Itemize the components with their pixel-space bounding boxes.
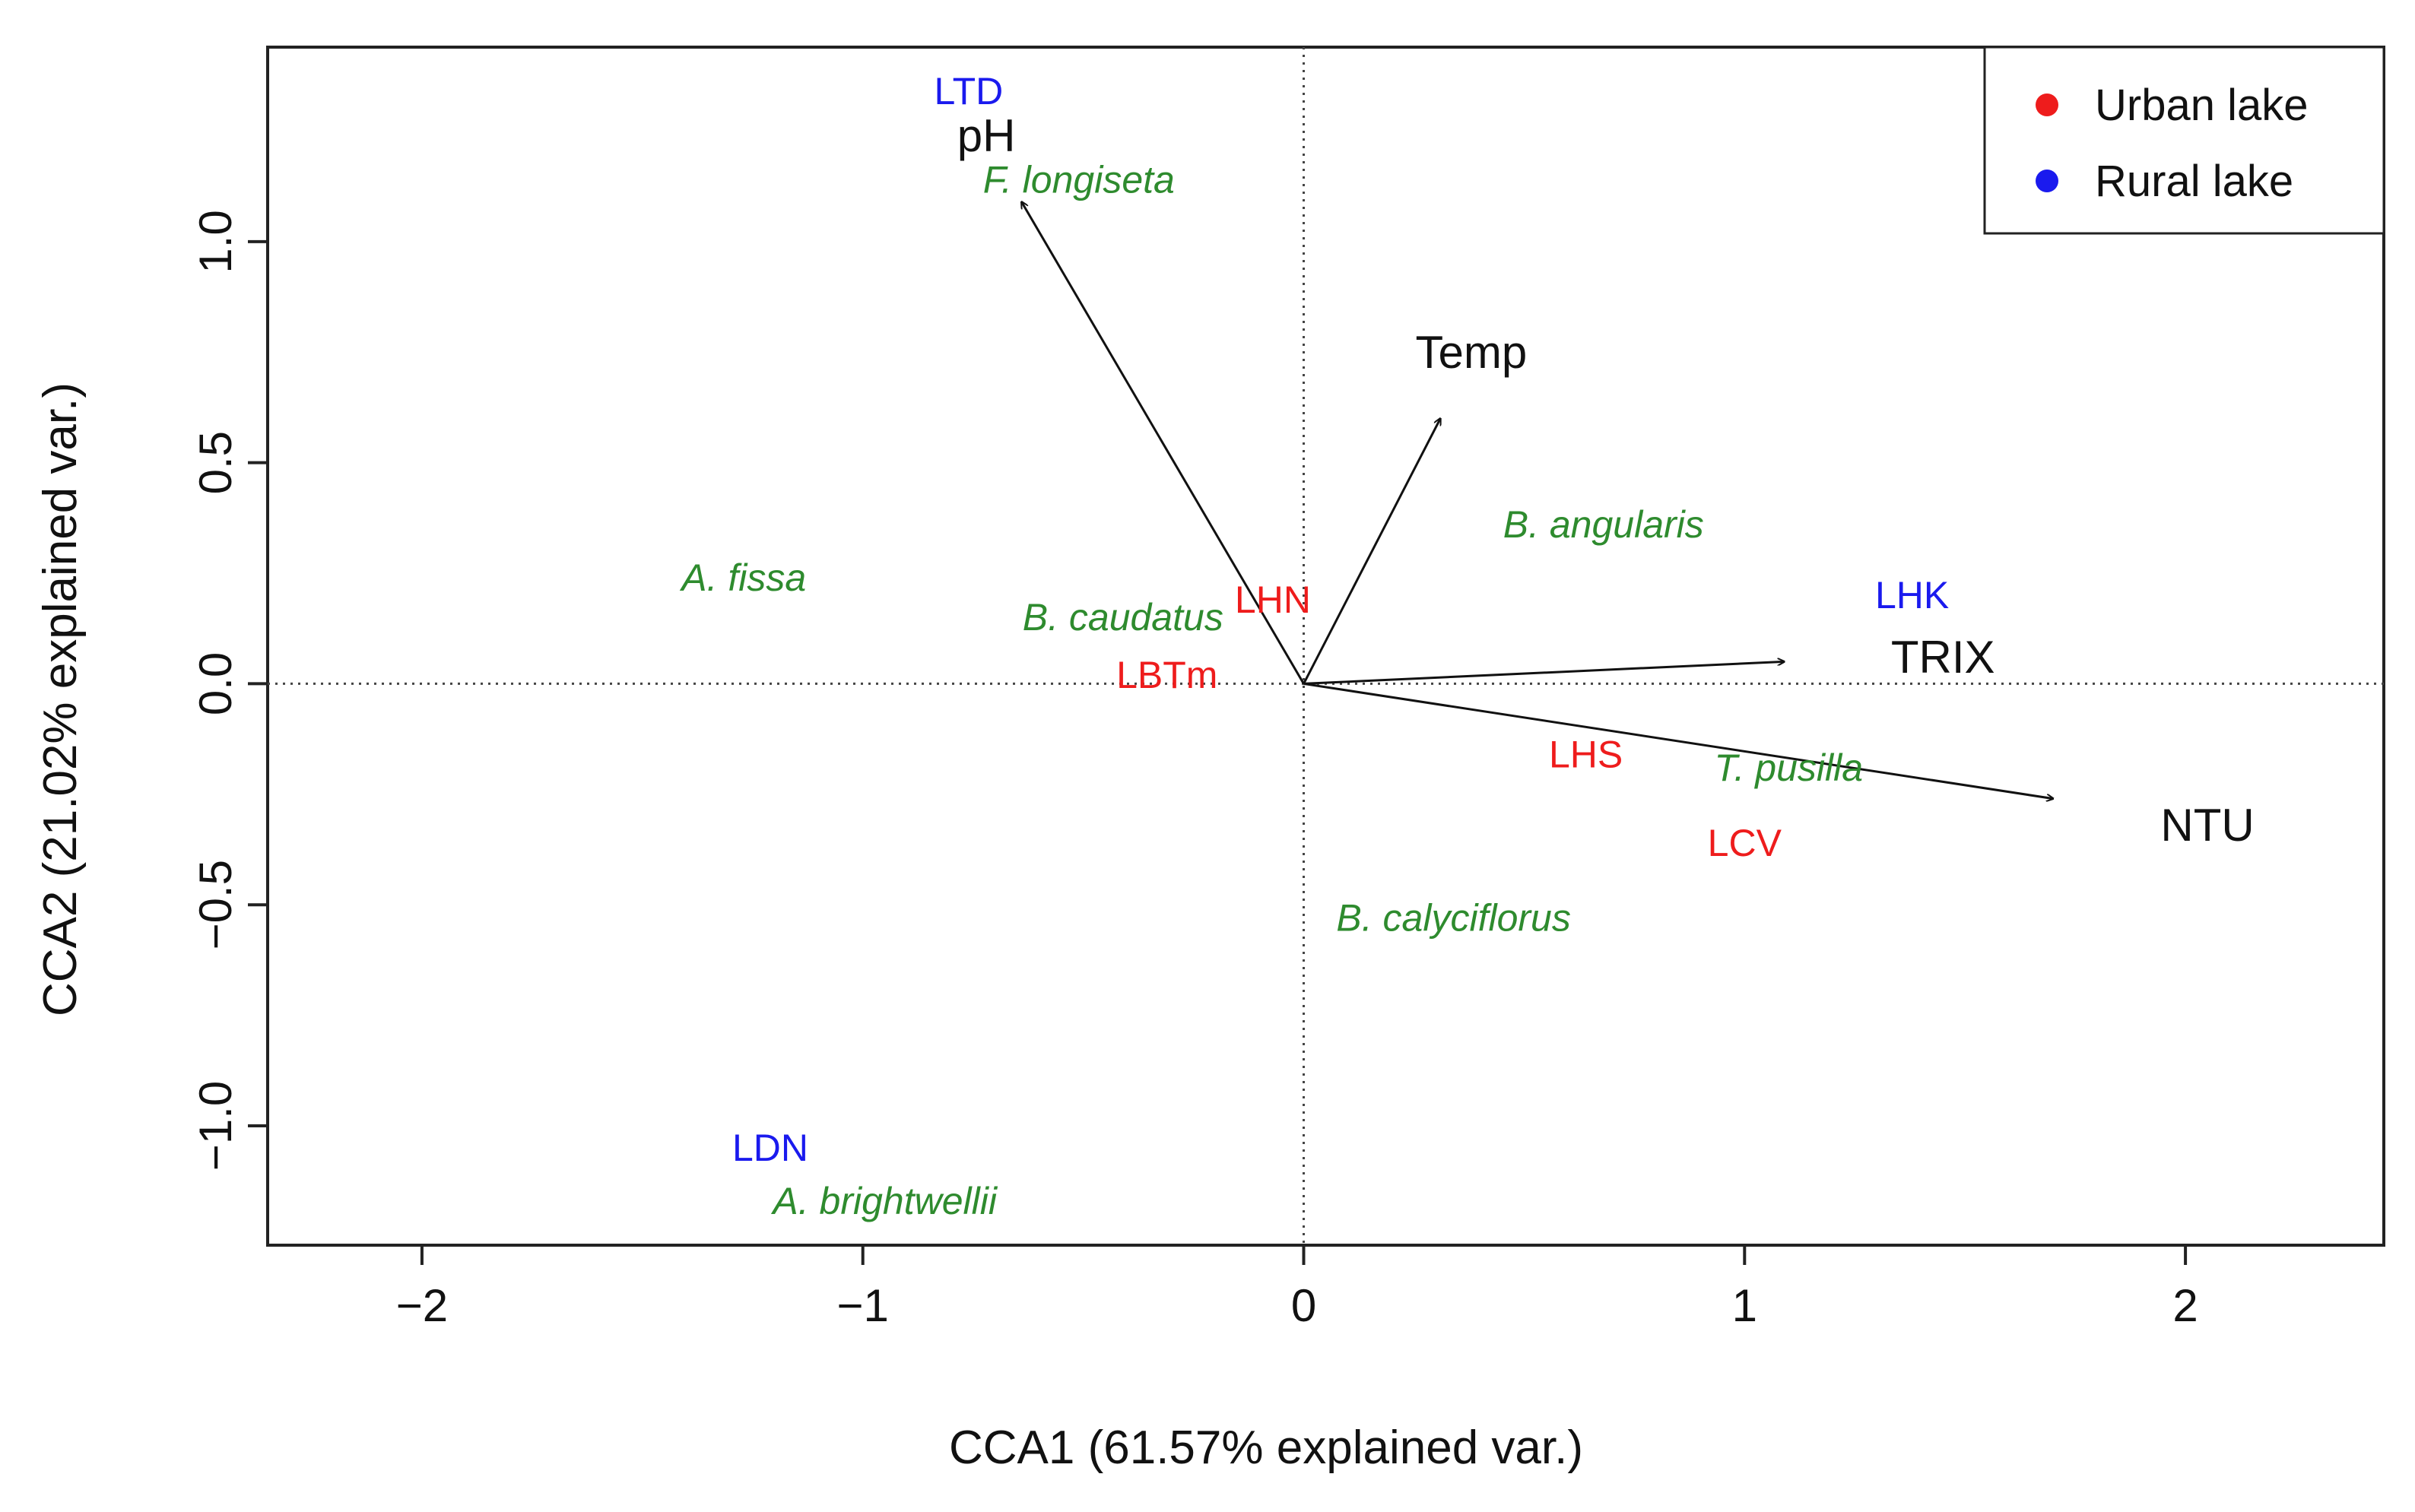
species-label: B. caudatus bbox=[1023, 596, 1223, 639]
site-label-ltd: LTD bbox=[934, 70, 1003, 113]
legend: Urban lake Rural lake bbox=[1983, 46, 2385, 235]
species-label: F. longiseta bbox=[983, 158, 1175, 201]
x-tick-label: 0 bbox=[1291, 1280, 1316, 1331]
vector-arrow-ntu bbox=[1303, 682, 2054, 798]
site-label-lhn: LHN bbox=[1235, 578, 1311, 621]
y-tick-label: −1.0 bbox=[190, 1081, 241, 1171]
legend-marker-urban bbox=[2036, 94, 2058, 116]
vector-label-temp: Temp bbox=[1415, 327, 1527, 378]
species-label: B. angularis bbox=[1503, 503, 1704, 546]
x-tick-label: −1 bbox=[837, 1280, 889, 1331]
species-label: A. fissa bbox=[679, 556, 806, 599]
vector-arrow-ph bbox=[1021, 202, 1305, 685]
site-label-ldn: LDN bbox=[732, 1127, 808, 1169]
y-axis-title: CCA2 (21.02% explained var.) bbox=[34, 382, 87, 1016]
y-tick-label: 0.0 bbox=[190, 652, 241, 715]
site-label-lhk: LHK bbox=[1875, 574, 1949, 617]
x-tick-label: 2 bbox=[2172, 1280, 2198, 1331]
y-tick-label: −0.5 bbox=[190, 860, 241, 949]
vector-label-ph: pH bbox=[957, 110, 1016, 161]
vector-arrow-temp bbox=[1303, 419, 1441, 685]
plot-frame bbox=[266, 46, 2385, 1247]
site-label-lcv: LCV bbox=[1708, 822, 1782, 864]
species-label: A. brightwellii bbox=[770, 1180, 998, 1222]
x-tick-label: 1 bbox=[1732, 1280, 1757, 1331]
site-label-lbtm: LBTm bbox=[1116, 654, 1217, 696]
y-tick-label: 0.5 bbox=[190, 431, 241, 494]
x-axis-title: CCA1 (61.57% explained var.) bbox=[949, 1422, 1583, 1474]
legend-label-urban: Urban lake bbox=[2095, 81, 2308, 130]
x-tick-label: −2 bbox=[396, 1280, 448, 1331]
legend-marker-rural bbox=[2036, 170, 2058, 192]
vector-label-trix: TRIX bbox=[1891, 632, 1995, 683]
legend-box bbox=[1983, 46, 2385, 235]
species-label: B. calyciflorus bbox=[1336, 897, 1570, 940]
vector-arrow-trix bbox=[1303, 661, 1785, 685]
y-tick-label: 1.0 bbox=[190, 210, 241, 273]
vector-label-ntu: NTU bbox=[2160, 800, 2254, 851]
site-label-lhs: LHS bbox=[1549, 733, 1623, 775]
species-label: T. pusilla bbox=[1715, 746, 1863, 789]
legend-label-rural: Rural lake bbox=[2095, 157, 2293, 206]
